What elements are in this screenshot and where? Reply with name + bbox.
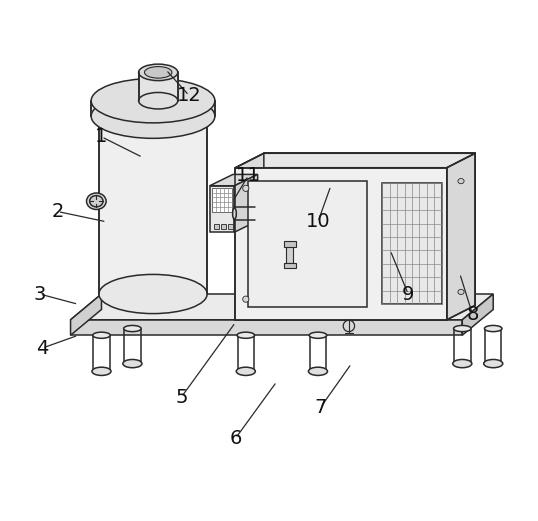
Ellipse shape: [308, 367, 328, 376]
Ellipse shape: [91, 79, 215, 123]
Ellipse shape: [454, 326, 471, 332]
Polygon shape: [210, 186, 235, 232]
Ellipse shape: [458, 179, 464, 184]
Ellipse shape: [484, 326, 502, 332]
Bar: [383, 183, 442, 304]
Ellipse shape: [124, 326, 141, 332]
Ellipse shape: [99, 96, 207, 136]
Polygon shape: [236, 168, 447, 320]
Text: 3: 3: [33, 284, 46, 304]
Ellipse shape: [243, 185, 249, 191]
Ellipse shape: [484, 359, 502, 368]
Ellipse shape: [343, 320, 355, 332]
Text: 10: 10: [306, 213, 330, 231]
Ellipse shape: [123, 359, 142, 368]
Ellipse shape: [139, 92, 178, 109]
Ellipse shape: [91, 94, 215, 139]
Ellipse shape: [99, 275, 207, 314]
Text: 7: 7: [314, 398, 327, 417]
Text: 8: 8: [466, 305, 479, 324]
Text: 5: 5: [175, 388, 188, 406]
Polygon shape: [91, 101, 215, 116]
Polygon shape: [99, 116, 207, 294]
Ellipse shape: [93, 332, 110, 338]
Polygon shape: [447, 153, 475, 320]
Ellipse shape: [236, 367, 256, 376]
Polygon shape: [236, 153, 475, 168]
Text: 2: 2: [52, 202, 64, 221]
Polygon shape: [236, 153, 264, 320]
Polygon shape: [70, 320, 462, 335]
Bar: [249, 181, 367, 307]
Ellipse shape: [139, 64, 178, 81]
Polygon shape: [210, 175, 258, 186]
Ellipse shape: [232, 208, 236, 219]
Ellipse shape: [145, 67, 172, 78]
Ellipse shape: [237, 332, 254, 338]
Bar: [221, 225, 226, 229]
Ellipse shape: [453, 359, 472, 368]
Ellipse shape: [434, 185, 440, 191]
Text: 1: 1: [95, 127, 108, 146]
Bar: [284, 263, 295, 268]
Ellipse shape: [92, 367, 111, 376]
Text: 12: 12: [176, 86, 202, 105]
Polygon shape: [139, 72, 178, 101]
Bar: [228, 225, 233, 229]
Ellipse shape: [90, 195, 103, 207]
Text: 6: 6: [229, 429, 242, 448]
Polygon shape: [264, 153, 475, 305]
Ellipse shape: [309, 332, 327, 338]
Ellipse shape: [458, 289, 464, 294]
Ellipse shape: [434, 296, 440, 302]
Polygon shape: [70, 294, 493, 320]
Polygon shape: [70, 294, 102, 335]
Bar: [286, 245, 293, 263]
Text: 9: 9: [402, 284, 414, 304]
Ellipse shape: [243, 296, 249, 302]
Bar: [284, 241, 295, 247]
Bar: [214, 225, 219, 229]
Polygon shape: [462, 294, 493, 335]
Bar: [212, 188, 232, 212]
Text: 4: 4: [36, 339, 48, 357]
Polygon shape: [235, 175, 258, 232]
Ellipse shape: [87, 193, 106, 209]
Text: 11: 11: [236, 166, 261, 185]
